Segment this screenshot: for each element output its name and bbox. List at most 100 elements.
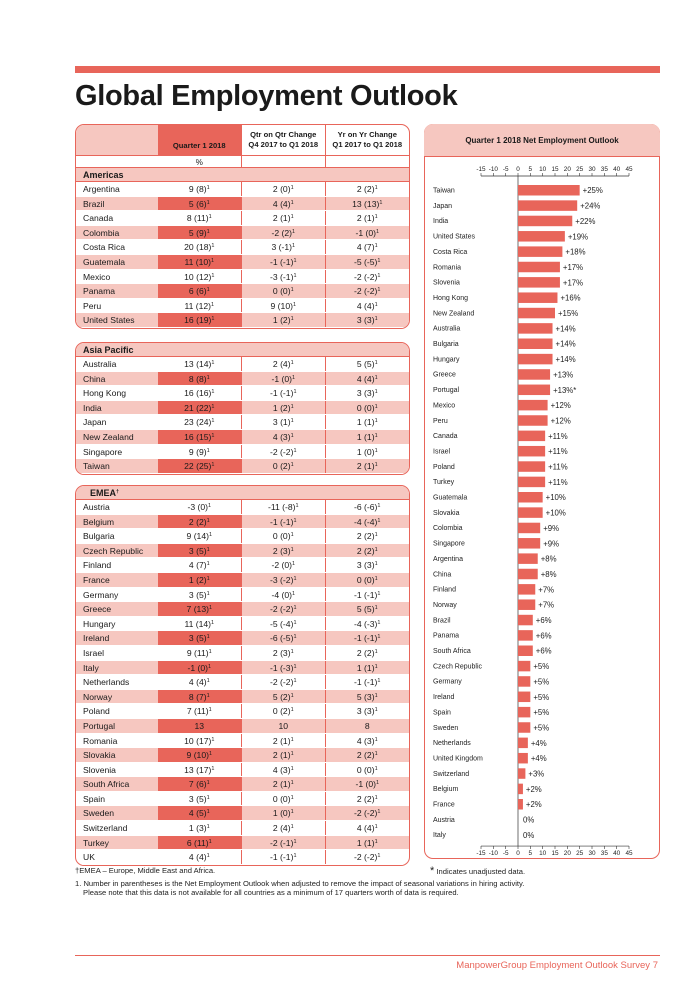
table-row: India 21 (22)1 1 (2)1 0 (0)1	[76, 400, 409, 416]
bar	[518, 553, 538, 564]
qoq-change-cell: 2 (4)1	[241, 357, 324, 371]
category-label: Peru	[433, 418, 448, 425]
bar	[518, 584, 536, 595]
axis-tick-label: 25	[576, 166, 584, 173]
axis-tick-label: -5	[503, 850, 509, 857]
category-label: Turkey	[433, 479, 455, 486]
category-label: Portugal	[433, 387, 460, 394]
table-row: Hungary 11 (14)1 -5 (-4)1 -4 (-3)1	[76, 616, 409, 632]
quarter-value-cell: 9 (9)1	[188, 446, 210, 457]
region-name: Asia Pacific	[83, 345, 134, 355]
country-cell: Switzerland	[83, 823, 128, 834]
bar	[518, 706, 531, 718]
emea-table: EMEA† Austria -3 (0)1 -11 (-8)1 -6 (-6)1 Bel…	[75, 485, 410, 866]
qoq-change-cell: 1 (0)1	[241, 806, 324, 821]
table-row: Ireland 3 (5)1 -6 (-5)1 -1 (-1)1	[76, 631, 409, 646]
footnote-1-cont: Please note that this data is not availa…	[83, 888, 459, 897]
quarter-value-cell: 8 (7)1	[157, 689, 242, 704]
country-cell: Hungary	[83, 618, 116, 629]
yoy-change-cell: 2 (2)1	[324, 645, 409, 660]
quarter-value-cell: 6 (11)1	[157, 835, 242, 850]
yoy-change-cell: -2 (-2)1	[324, 284, 409, 298]
yoy-change-cell: -1 (0)1	[324, 225, 409, 240]
country-cell: United States	[83, 315, 135, 326]
asia-pacific-table: Asia Pacific Australia 13 (14)1 2 (4)1 5 (5…	[75, 342, 410, 475]
country-cell: Costa Rica	[83, 242, 126, 253]
category-label: Sweden	[433, 725, 458, 732]
data-label: +11%	[548, 478, 568, 487]
qoq-change-cell: 2 (4)1	[241, 821, 324, 835]
category-label: Poland	[433, 464, 455, 471]
bar	[518, 200, 578, 211]
data-label: +19%	[568, 232, 588, 241]
quarter-value-cell: 3 (5)1	[188, 793, 210, 804]
table-row: Austria -3 (0)1 -11 (-8)1 -6 (-6)1	[76, 500, 409, 515]
axis-tick-label: 45	[625, 166, 633, 173]
region-heading: Asia Pacific	[76, 343, 409, 357]
table-row: UK 4 (4)1 -1 (-1)1 -2 (-2)1	[76, 850, 409, 865]
data-label: +6%	[536, 616, 552, 625]
data-label: +6%	[536, 631, 552, 640]
page-footer: ManpowerGroup Employment Outlook Survey …	[456, 960, 658, 971]
axis-tick-label: 35	[601, 166, 609, 173]
table-row: Slovakia 9 (10)1 2 (1)1 2 (2)1	[76, 748, 409, 763]
qoq-change-cell: 3 (-1)1	[241, 240, 324, 254]
country-cell: Japan	[83, 417, 107, 428]
data-label: +9%	[543, 524, 559, 533]
bar	[518, 338, 553, 349]
quarter-value-cell: 5 (9)1	[157, 225, 242, 240]
axis-tick-label: -15	[476, 166, 486, 173]
category-label: United States	[433, 234, 476, 241]
quarter-value-cell: 7 (11)1	[186, 706, 212, 717]
page-title: Global Employment Outlook	[75, 80, 458, 112]
yoy-change-cell: 2 (2)1	[324, 529, 409, 543]
country-cell: Turkey	[83, 837, 109, 848]
qoq-change-cell: 1 (2)1	[241, 313, 324, 327]
bar	[518, 568, 538, 580]
qoq-change-cell: 2 (0)1	[241, 182, 324, 196]
table-row: Panama 6 (6)1 0 (0)1 -2 (-2)1	[76, 284, 409, 299]
qoq-change-cell: 9 (10)1	[241, 298, 324, 313]
bar	[518, 507, 543, 518]
category-label: Ireland	[433, 694, 455, 701]
table-row: Finland 4 (7)1 -2 (0)1 3 (3)1	[76, 558, 409, 573]
bar	[518, 215, 573, 227]
category-label: Guatemala	[433, 495, 467, 502]
yoy-change-cell: 13 (13)1	[324, 196, 409, 211]
region-rows: Austria -3 (0)1 -11 (-8)1 -6 (-6)1 Belgium 2 …	[76, 500, 409, 865]
axis-tick-label: -10	[489, 850, 499, 857]
country-cell: Israel	[83, 647, 105, 658]
data-label: +6%	[536, 647, 552, 656]
table-row: Portugal 13 10 8	[76, 718, 409, 734]
qoq-change-cell: 4 (4)1	[241, 196, 324, 211]
region-heading: EMEA†	[76, 486, 409, 500]
data-label: +4%	[531, 754, 547, 763]
bar	[518, 752, 528, 764]
category-label: Czech Republic	[433, 663, 483, 670]
table-row: Taiwan 22 (25)1 0 (2)1 2 (1)1	[76, 459, 409, 474]
country-cell: Belgium	[83, 516, 115, 527]
table-row: China 8 (8)1 -1 (0)1 4 (4)1	[76, 371, 409, 387]
qoq-change-cell: 3 (1)1	[241, 415, 324, 429]
axis-tick-label: 0	[516, 850, 520, 857]
data-label: +8%	[541, 570, 557, 579]
country-cell: Sweden	[83, 808, 115, 819]
header-qoq: Qtr on Qtr Change Q4 2017 to Q1 2018	[241, 125, 325, 155]
table-row: Argentina 9 (8)1 2 (0)1 2 (2)1	[76, 182, 409, 197]
header-yoy-line2: Q1 2017 to Q1 2018	[332, 139, 403, 149]
bar	[518, 630, 533, 641]
country-cell: Taiwan	[83, 461, 110, 472]
yoy-change-cell: 8	[324, 718, 409, 733]
bar	[518, 323, 553, 334]
yoy-change-cell: 1 (0)1	[324, 444, 409, 459]
table-row: Slovenia 13 (17)1 4 (3)1 0 (0)1	[76, 762, 409, 778]
yoy-change-cell: 2 (2)1	[324, 748, 409, 762]
region-rows: Australia 13 (14)1 2 (4)1 5 (5)1 China 8 (8)1…	[76, 357, 409, 474]
data-label: 0%	[523, 831, 534, 840]
bar	[518, 522, 541, 534]
country-cell: Colombia	[83, 227, 120, 238]
category-label: Japan	[433, 203, 452, 210]
table-row: Norway 8 (7)1 5 (2)1 5 (3)1	[76, 689, 409, 705]
table-row: Israel 9 (11)1 2 (3)1 2 (2)1	[76, 645, 409, 661]
country-cell: Czech Republic	[83, 545, 144, 556]
